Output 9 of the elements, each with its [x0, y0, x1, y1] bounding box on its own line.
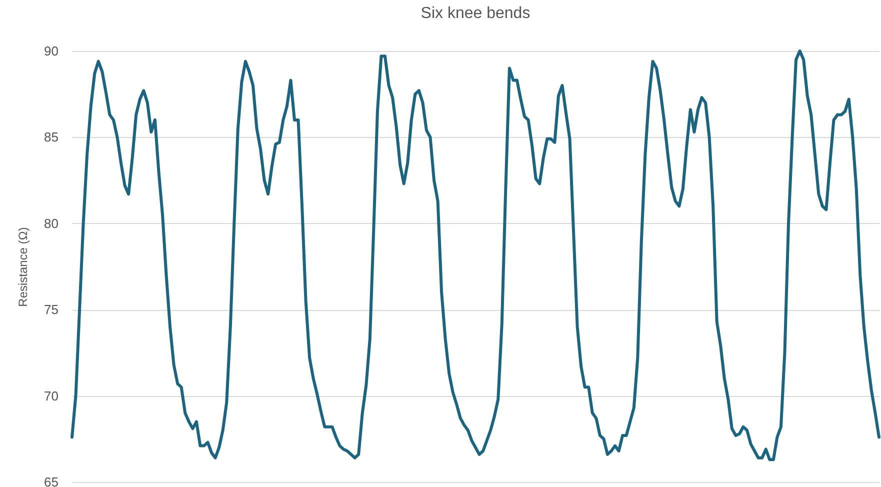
y-axis-title: Resistance (Ω) [16, 227, 30, 307]
y-tick-label: 65 [44, 474, 58, 487]
y-tick-label: 75 [44, 302, 58, 318]
y-tick-label: 70 [44, 388, 58, 404]
y-tick-label: 90 [44, 44, 58, 58]
y-tick-label: 85 [44, 130, 58, 145]
line-series [70, 50, 880, 462]
chart-title: Six knee bends [420, 5, 530, 22]
y-tick-label: 80 [44, 216, 58, 231]
